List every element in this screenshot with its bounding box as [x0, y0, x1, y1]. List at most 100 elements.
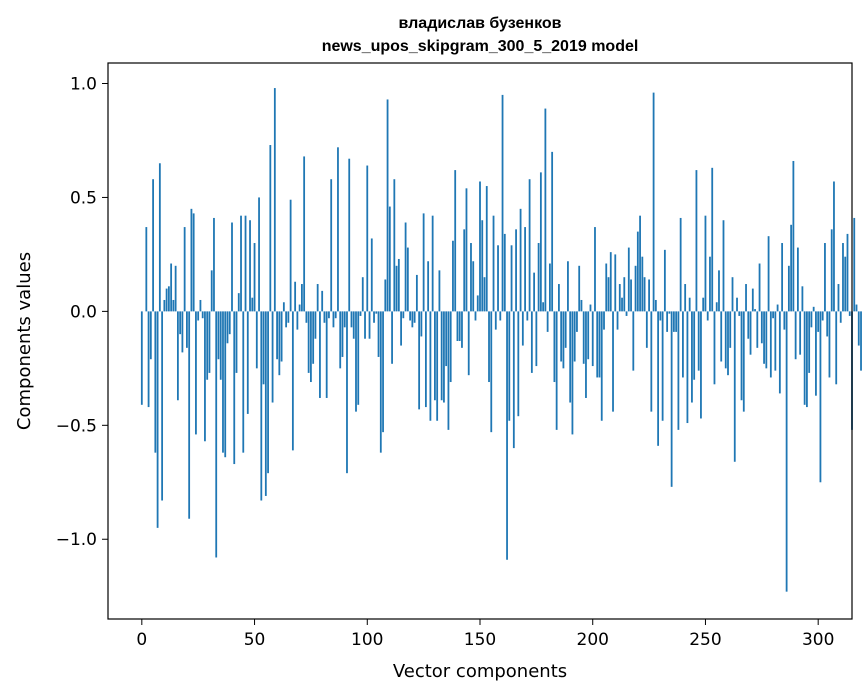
bar-component-18 [181, 311, 184, 353]
bar-component-84 [330, 179, 333, 312]
bar-component-50 [253, 243, 256, 312]
bar-component-207 [607, 277, 610, 312]
bar-component-264 [736, 297, 738, 312]
bar-component-255 [715, 302, 718, 312]
bar-component-58 [271, 311, 274, 403]
bar-component-81 [323, 311, 326, 323]
bar-component-181 [548, 263, 551, 312]
bar-component-63 [282, 302, 285, 312]
bar-component-127 [427, 261, 430, 312]
bar-component-13 [170, 263, 173, 312]
bar-component-248 [700, 311, 702, 419]
bar-component-151 [481, 220, 484, 312]
bar-component-114 [397, 258, 400, 312]
bar-component-169 [521, 311, 524, 346]
bar-component-224 [645, 311, 648, 348]
bar-component-62 [280, 311, 283, 362]
bar-component-16 [176, 311, 179, 401]
bar-component-54 [262, 311, 265, 385]
bar-component-88 [339, 311, 342, 369]
bar-component-5 [152, 179, 154, 312]
bar-component-100 [366, 165, 369, 312]
bar-component-176 [537, 243, 540, 312]
bar-component-274 [758, 263, 761, 312]
bar-component-309 [837, 284, 840, 312]
bar-component-92 [348, 158, 351, 312]
bar-component-231 [661, 311, 664, 421]
bar-component-21 [188, 311, 191, 519]
bar-component-256 [718, 270, 720, 312]
bar-component-117 [404, 222, 407, 312]
bar-component-52 [258, 197, 260, 312]
bar-component-121 [413, 311, 416, 323]
bar-component-211 [616, 311, 619, 330]
bar-component-244 [691, 311, 693, 403]
chart-title-line-2: news_upos_skipgram_300_5_2019 model [322, 38, 639, 55]
bar-component-228 [654, 299, 657, 312]
x-tick-label: 300 [802, 630, 834, 650]
bar-component-206 [605, 263, 608, 312]
bar-component-190 [569, 311, 572, 403]
bar-component-212 [618, 284, 621, 312]
bar-component-111 [391, 311, 393, 364]
bar-component-262 [731, 277, 734, 312]
bar-component-78 [316, 284, 319, 312]
bar-component-186 [560, 311, 563, 362]
y-axis-ticks: 1.0 0.5 0.0 −0.5 −1.0 [56, 75, 108, 550]
bar-component-257 [720, 311, 723, 362]
bar-component-312 [844, 256, 847, 312]
bar-component-73 [305, 311, 308, 323]
bar-component-192 [573, 311, 576, 362]
bar-component-246 [695, 170, 698, 312]
bar-component-226 [650, 311, 653, 412]
bar-component-136 [447, 311, 450, 430]
bar-component-165 [512, 311, 515, 449]
bar-component-71 [300, 284, 303, 312]
bar-component-126 [424, 311, 427, 408]
x-axis-label: Vector components [393, 661, 567, 682]
bar-component-300 [817, 311, 820, 332]
bar-component-49 [251, 297, 254, 312]
bar-component-175 [535, 311, 538, 367]
bar-component-317 [855, 304, 858, 312]
bar-component-288 [790, 224, 793, 312]
bar-component-128 [429, 311, 432, 421]
bar-component-86 [334, 311, 337, 319]
bar-component-124 [420, 311, 423, 337]
bar-component-180 [546, 311, 549, 332]
bar-component-195 [580, 299, 583, 312]
bar-component-238 [677, 311, 680, 430]
bar-component-75 [310, 311, 312, 383]
bar-component-72 [303, 156, 306, 312]
bar-component-53 [260, 311, 263, 501]
bar-component-189 [567, 261, 569, 312]
bar-component-105 [377, 311, 380, 357]
bar-component-225 [648, 279, 650, 312]
bar-component-218 [632, 311, 635, 371]
bar-component-30 [208, 311, 211, 373]
bar-component-196 [582, 311, 585, 364]
bar-component-277 [765, 311, 768, 369]
bar-component-125 [422, 213, 425, 312]
bar-component-123 [418, 311, 421, 410]
bar-component-20 [186, 311, 188, 348]
bar-component-113 [395, 265, 398, 312]
bar-component-213 [621, 297, 623, 312]
bar-component-292 [799, 311, 802, 355]
bar-component-107 [382, 311, 384, 433]
bar-component-296 [808, 311, 811, 373]
bar-component-305 [828, 311, 831, 378]
bar-component-134 [443, 311, 445, 403]
bar-component-143 [463, 229, 466, 312]
bars-group [140, 88, 862, 592]
y-tick-label: 0.0 [70, 302, 97, 322]
bar-component-297 [810, 311, 813, 328]
bar-component-167 [517, 311, 520, 417]
bar-component-38 [226, 311, 229, 344]
bar-component-227 [652, 92, 655, 312]
x-tick-label: 0 [136, 630, 147, 650]
bar-component-290 [794, 311, 797, 360]
bar-component-48 [249, 220, 251, 312]
bar-component-233 [666, 311, 669, 332]
